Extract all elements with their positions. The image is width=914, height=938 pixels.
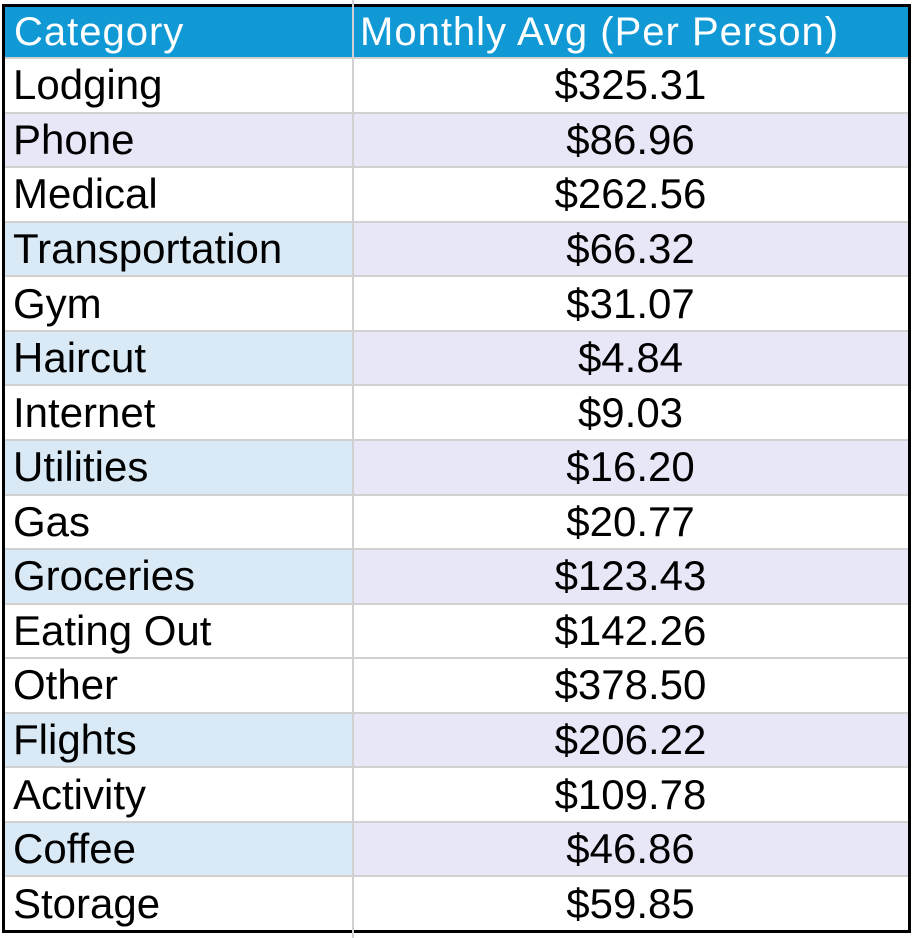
table-row: Storage $59.85: [5, 875, 908, 930]
table-header-row: Category Monthly Avg (Per Person): [5, 7, 908, 57]
category-cell[interactable]: Eating Out: [5, 604, 353, 658]
category-cell[interactable]: Lodging: [5, 59, 353, 112]
category-cell[interactable]: Medical: [5, 168, 353, 221]
value-cell[interactable]: $86.96: [353, 113, 908, 167]
table-row: Eating Out $142.26: [5, 602, 908, 658]
value-cell[interactable]: $325.31: [353, 59, 908, 112]
category-cell[interactable]: Groceries: [5, 550, 353, 603]
table-row: Lodging $325.31: [5, 57, 908, 112]
column-header-monthly-avg[interactable]: Monthly Avg (Per Person): [360, 9, 840, 54]
column-header-category[interactable]: Category: [14, 9, 185, 54]
table-row: Phone $86.96: [5, 111, 908, 167]
table-row: Gas $20.77: [5, 493, 908, 549]
table-row: Haircut $4.84: [5, 329, 908, 385]
value-cell[interactable]: $46.86: [353, 822, 908, 876]
category-cell[interactable]: Gym: [5, 277, 353, 330]
value-cell[interactable]: $59.85: [353, 877, 908, 930]
category-cell[interactable]: Other: [5, 659, 353, 712]
table-row: Flights $206.22: [5, 711, 908, 767]
table-row: Groceries $123.43: [5, 548, 908, 603]
table-row: Transportation $66.32: [5, 220, 908, 276]
value-cell[interactable]: $66.32: [353, 222, 908, 276]
value-cell[interactable]: $31.07: [353, 277, 908, 330]
table-row: Other $378.50: [5, 657, 908, 712]
value-cell[interactable]: $206.22: [353, 713, 908, 767]
category-cell[interactable]: Transportation: [5, 222, 353, 276]
category-cell[interactable]: Gas: [5, 495, 353, 549]
category-cell[interactable]: Flights: [5, 713, 353, 767]
category-cell[interactable]: Storage: [5, 877, 353, 930]
table-body: Lodging $325.31 Phone $86.96 Medical $262.56 T…: [5, 57, 908, 930]
value-cell[interactable]: $378.50: [353, 659, 908, 712]
value-cell[interactable]: $123.43: [353, 550, 908, 603]
value-cell[interactable]: $4.84: [353, 331, 908, 385]
table-row: Coffee $46.86: [5, 820, 908, 876]
table-row: Utilities $16.20: [5, 438, 908, 494]
value-cell[interactable]: $262.56: [353, 168, 908, 221]
value-cell[interactable]: $20.77: [353, 495, 908, 549]
category-cell[interactable]: Phone: [5, 113, 353, 167]
value-cell[interactable]: $109.78: [353, 768, 908, 821]
table-row: Medical $262.56: [5, 166, 908, 221]
category-cell[interactable]: Utilities: [5, 440, 353, 494]
value-cell[interactable]: $9.03: [353, 386, 908, 439]
value-cell[interactable]: $16.20: [353, 440, 908, 494]
table-row: Gym $31.07: [5, 275, 908, 330]
table-row: Internet $9.03: [5, 384, 908, 439]
category-cell[interactable]: Coffee: [5, 822, 353, 876]
value-cell[interactable]: $142.26: [353, 604, 908, 658]
category-cell[interactable]: Activity: [5, 768, 353, 821]
category-cell[interactable]: Haircut: [5, 331, 353, 385]
category-cell[interactable]: Internet: [5, 386, 353, 439]
table-row: Activity $109.78: [5, 766, 908, 821]
table-content: Category Monthly Avg (Per Person) Lodgin…: [5, 7, 908, 930]
